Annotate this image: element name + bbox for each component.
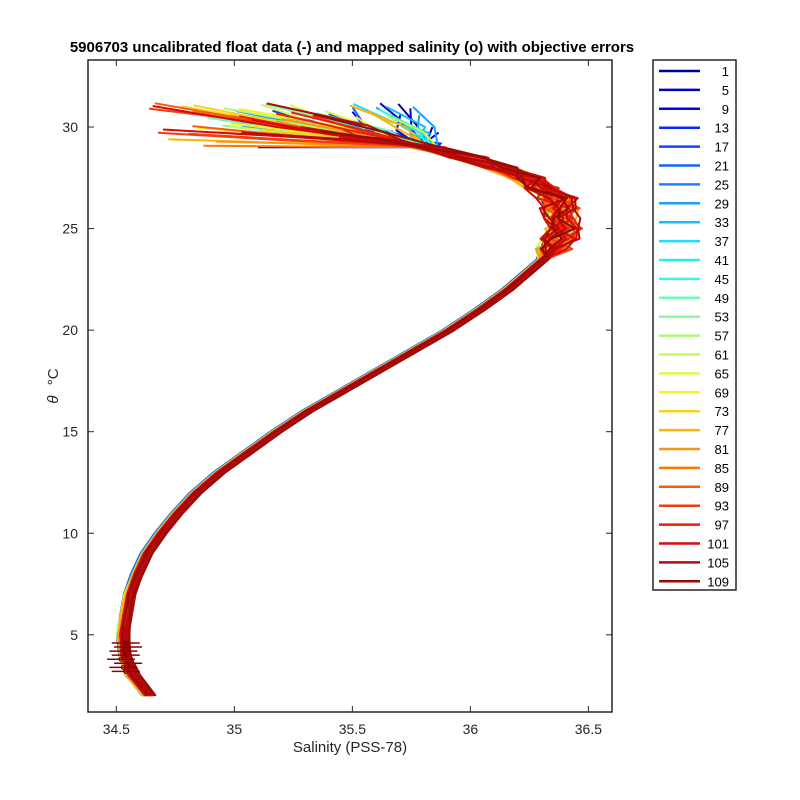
y-axis-label-symbol: θ	[45, 395, 62, 403]
legend-label: 9	[722, 102, 729, 117]
legend-label: 73	[715, 404, 729, 419]
y-axis-ticks: 5 10 15 20 25 30	[62, 119, 612, 643]
legend-label: 25	[715, 177, 729, 192]
legend-label: 57	[715, 329, 729, 344]
profile-line	[128, 130, 577, 697]
plot-frame	[87, 59, 613, 713]
y-tick-label: 10	[62, 525, 78, 541]
mapped-point	[120, 664, 127, 670]
x-tick-label: 36	[463, 721, 479, 737]
legend-label: 105	[707, 555, 729, 570]
chart-title: 5906703 uncalibrated float data (-) and …	[70, 39, 634, 56]
mapped-salinity-markers	[107, 640, 143, 674]
legend-label: 33	[715, 215, 729, 230]
mapped-point	[125, 660, 131, 666]
y-tick-label: 25	[62, 221, 78, 237]
profile-lines	[115, 102, 583, 697]
legend-label: 21	[715, 159, 729, 174]
x-axis-label: Salinity (PSS-78)	[293, 739, 407, 756]
x-tick-label: 35	[227, 721, 243, 737]
y-tick-label: 20	[62, 322, 78, 338]
mapped-point	[123, 668, 129, 674]
legend-label: 77	[715, 423, 729, 438]
legend-label: 49	[715, 291, 729, 306]
legend-label: 45	[715, 272, 729, 287]
y-axis-label-unit: °C	[45, 368, 62, 385]
legend-label: 5	[722, 83, 729, 98]
legend-label: 53	[715, 310, 729, 325]
legend-label: 41	[715, 253, 729, 268]
legend-label: 37	[715, 234, 729, 249]
legend-label: 85	[715, 461, 729, 476]
x-tick-label: 35.5	[339, 721, 366, 737]
legend-label: 13	[715, 121, 729, 136]
mapped-point	[118, 656, 124, 662]
mapped-point	[120, 648, 127, 654]
svg-text:θ °C: θ °C	[45, 368, 62, 403]
legend-label: 69	[715, 385, 729, 400]
x-tick-label: 36.5	[575, 721, 602, 737]
legend-label: 93	[715, 499, 729, 514]
legend-label: 81	[715, 442, 729, 457]
y-tick-label: 30	[62, 119, 78, 135]
legend-box	[652, 59, 737, 591]
legend-label: 109	[707, 574, 729, 589]
legend-label: 97	[715, 518, 729, 533]
legend-label: 89	[715, 480, 729, 495]
x-axis-ticks: 34.5 35 35.5 36 36.5	[103, 60, 602, 737]
y-tick-label: 5	[70, 627, 78, 643]
y-axis-label: θ °C	[45, 368, 62, 403]
legend-label: 65	[715, 366, 729, 381]
mapped-point	[125, 644, 131, 650]
y-tick-label: 15	[62, 424, 78, 440]
mapped-point	[123, 640, 129, 646]
legend-label: 29	[715, 196, 729, 211]
x-tick-label: 34.5	[103, 721, 130, 737]
legend-label: 101	[707, 537, 729, 552]
profile-line	[120, 113, 570, 697]
legend: 1 5 9 13 17 21 25 29 33 37 41 45 49 53 57 61 65 69 73 77 81 8…	[652, 59, 737, 591]
legend-label: 61	[715, 348, 729, 363]
mapped-point	[123, 652, 129, 658]
profile-line	[125, 102, 577, 697]
legend-label: 17	[715, 140, 729, 155]
plot-area	[87, 59, 613, 713]
legend-label: 1	[722, 64, 729, 79]
